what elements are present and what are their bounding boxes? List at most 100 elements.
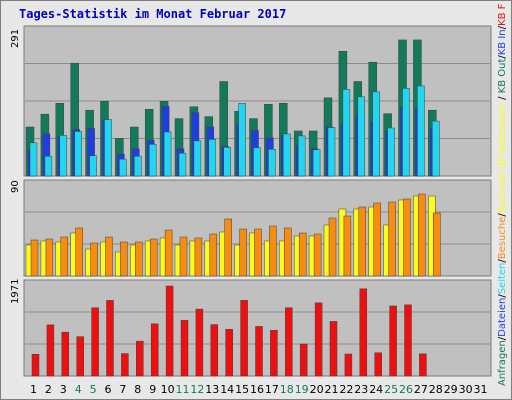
- bar-besuche-day-28: [433, 212, 441, 277]
- bar-besuche-day-13: [209, 233, 218, 277]
- x-tick-label-day-15: 15: [235, 383, 249, 396]
- bar-seiten-day-1: [29, 142, 38, 177]
- x-tick-label-day-25: 25: [384, 383, 398, 396]
- bar-besuche-day-9: [149, 238, 158, 277]
- x-tick-labels: 1 2 3 4 5 6 7 8 9 10 11 12 13 14 15 16 17 18 19 20 21 22 23 24 2…: [30, 383, 488, 396]
- legend-segment-10: KB Out: [497, 59, 508, 94]
- bar-seiten-day-19: [297, 135, 306, 177]
- x-tick-label-day-28: 28: [429, 383, 443, 396]
- bar-seiten-day-14: [223, 147, 231, 177]
- bar-seiten-day-18: [283, 133, 291, 177]
- bar-kbf-day-15: [240, 300, 248, 377]
- bar-besuche-day-18: [284, 227, 292, 277]
- legend-segment-5: /: [497, 259, 508, 263]
- bar-kbf-day-26: [404, 304, 412, 377]
- x-tick-label-day-19: 19: [295, 383, 309, 396]
- bar-seiten-day-4: [74, 131, 82, 177]
- legend-segment-7: /: [497, 213, 508, 217]
- bar-seiten-day-16: [253, 147, 261, 177]
- x-tick-label-day-1: 1: [30, 383, 37, 396]
- bar-besuche-day-12: [194, 237, 203, 277]
- bar-kbf-day-22: [344, 353, 353, 377]
- bar-seiten-day-24: [372, 91, 380, 177]
- ymax-label-bottom: 1971: [10, 279, 21, 304]
- bar-seiten-day-6: [104, 119, 112, 177]
- x-tick-label-day-8: 8: [134, 383, 141, 396]
- x-tick-label-day-5: 5: [90, 383, 97, 396]
- bar-seiten-day-25: [387, 127, 395, 177]
- bar-kbf-day-21: [329, 321, 338, 377]
- bar-kbf-day-8: [136, 340, 144, 377]
- bar-seiten-day-21: [327, 127, 336, 177]
- bar-besuche-day-22: [343, 215, 352, 277]
- bar-besuche-day-26: [403, 198, 411, 277]
- bar-kbf-day-18: [285, 307, 293, 377]
- bar-besuche-day-27: [418, 193, 426, 277]
- bar-seiten-day-11: [178, 152, 187, 177]
- bar-kbf-day-11: [180, 320, 189, 377]
- x-tick-label-day-18: 18: [280, 383, 294, 396]
- x-tick-label-day-31: 31: [474, 383, 488, 396]
- legend-segment-11: /: [497, 55, 508, 59]
- page-title: Tages-Statistik im Monat Februar 2017: [19, 7, 287, 21]
- bar-besuche-day-15: [239, 228, 247, 277]
- legend-segment-0: Anfragen: [497, 340, 508, 386]
- bar-besuche-day-21: [328, 217, 337, 277]
- legend-segment-13: /: [497, 25, 508, 29]
- bar-besuche-day-2: [45, 238, 54, 277]
- bar-kbf-day-9: [150, 323, 159, 377]
- bar-seiten-day-15: [238, 103, 246, 177]
- legend-segment-8: Rechner (IP-Adressen): [497, 103, 508, 213]
- bar-besuche-day-1: [30, 239, 39, 277]
- bar-seiten-day-5: [89, 155, 97, 177]
- bar-seiten-day-23: [357, 96, 366, 177]
- x-tick-label-day-12: 12: [190, 383, 204, 396]
- bar-seiten-day-28: [432, 120, 440, 177]
- bar-besuche-day-7: [120, 241, 128, 277]
- bar-kbf-day-12: [195, 308, 204, 377]
- bar-besuche-day-4: [75, 227, 83, 277]
- bar-seiten-day-10: [163, 131, 172, 177]
- x-tick-label-day-7: 7: [119, 383, 126, 396]
- legend-segment-1: /: [497, 336, 508, 340]
- bar-kbf-day-24: [374, 352, 382, 377]
- bar-kbf-day-1: [31, 353, 40, 377]
- x-tick-label-day-22: 22: [339, 383, 353, 396]
- bar-seiten-day-22: [342, 89, 351, 177]
- bar-seiten-day-8: [134, 155, 142, 177]
- x-tick-label-day-3: 3: [60, 383, 67, 396]
- x-tick-label-day-23: 23: [354, 383, 368, 396]
- x-tick-label-day-2: 2: [45, 383, 52, 396]
- x-tick-label-day-27: 27: [414, 383, 428, 396]
- legend-segment-14: KB F: [497, 3, 508, 26]
- legend-segment-6: Besuche: [497, 217, 508, 260]
- bar-kbf-day-6: [106, 300, 114, 377]
- bar-kbf-day-7: [121, 353, 129, 377]
- x-tick-label-day-14: 14: [220, 383, 234, 396]
- bar-besuche-day-24: [373, 202, 381, 277]
- bar-seiten-day-3: [59, 135, 68, 177]
- x-tick-label-day-17: 17: [265, 383, 279, 396]
- bar-kbf-day-5: [91, 307, 99, 377]
- bar-besuche-day-25: [388, 201, 396, 277]
- bar-besuche-day-6: [105, 236, 113, 277]
- bar-seiten-day-26: [402, 88, 410, 177]
- x-tick-label-day-29: 29: [444, 383, 458, 396]
- legend-segment-4: Seiten: [497, 263, 508, 295]
- legend-segment-3: /: [497, 294, 508, 298]
- x-tick-label-day-21: 21: [325, 383, 339, 396]
- bar-kbf-day-2: [46, 324, 55, 377]
- bar-seiten-day-17: [268, 149, 276, 177]
- ymax-label-top: 291: [10, 29, 21, 48]
- ymax-label-middle: 90: [10, 180, 21, 193]
- legend-right: Anfragen/Dateien/Seiten/Besuche/Rechner …: [497, 3, 508, 386]
- x-tick-label-day-13: 13: [205, 383, 219, 396]
- bar-seiten-day-27: [417, 85, 425, 177]
- x-tick-label-day-16: 16: [250, 383, 264, 396]
- bar-kbf-day-16: [255, 326, 263, 377]
- bar-besuche-day-16: [254, 228, 262, 277]
- bar-seiten-day-9: [148, 144, 157, 177]
- bar-besuche-day-10: [164, 229, 173, 277]
- legend-segment-9: /: [497, 93, 508, 103]
